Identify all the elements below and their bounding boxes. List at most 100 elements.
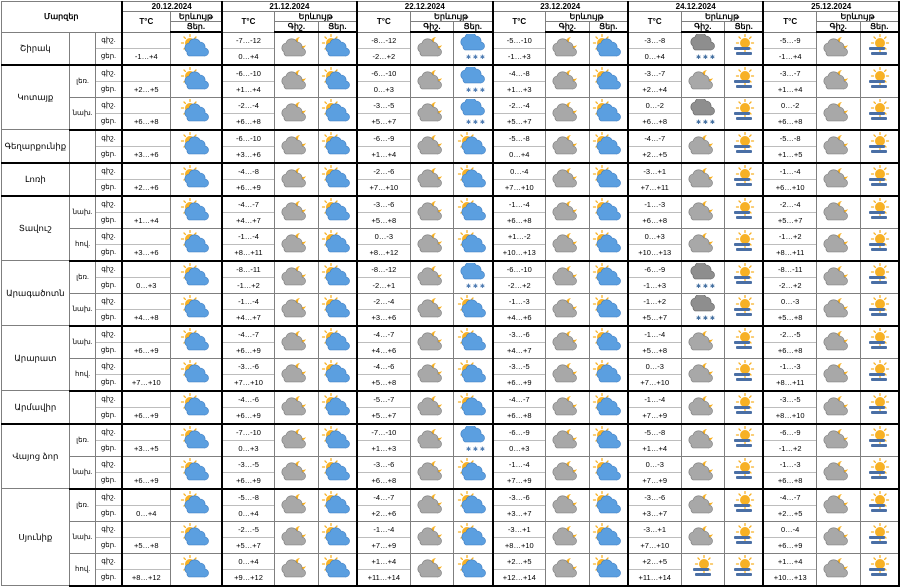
phenomenon-header: Երևույթ [274, 11, 359, 22]
night-temperature: -5…-10 [493, 33, 545, 49]
day-temperature: +5…+8 [133, 540, 159, 550]
cloudy-night-icon [682, 132, 724, 161]
weather-cell [815, 31, 861, 66]
date-header: 24.12.2024 [627, 1, 765, 12]
cloudy-night-icon [276, 328, 318, 357]
weather-cell [588, 129, 629, 164]
temperature-cell: -3…-7 +1…+4 [762, 64, 817, 98]
weather-cell [815, 488, 861, 522]
sun-cloud-icon [319, 98, 355, 128]
sun-cloud-icon [319, 554, 355, 584]
svg-text:✱ ✱ ✱: ✱ ✱ ✱ [466, 87, 485, 94]
day-temperature: +6…+9 [777, 540, 803, 550]
weather-cell [815, 292, 861, 327]
svg-text:✱ ✱ ✱: ✱ ✱ ✱ [696, 54, 715, 61]
cloudy-night-icon [411, 458, 453, 487]
day-temperature: +3…+5 [133, 443, 159, 453]
day-temperature: +6…+9 [506, 377, 532, 387]
cloudy-night-icon [682, 67, 724, 96]
fog-sun-icon [861, 197, 897, 227]
day-temperature: +3…+6 [371, 312, 397, 322]
terrain-label: նախ. [68, 455, 97, 490]
cloudy-night-icon [817, 426, 859, 455]
terrain-label: լեռ. [68, 423, 97, 457]
sun-cloud-icon [590, 131, 626, 161]
weather-cell [409, 260, 455, 294]
night-temperature: 0…-3 [628, 457, 681, 473]
weather-cell [724, 520, 765, 554]
weather-cell [680, 129, 726, 164]
period-cell: գիշ. ցեր. [95, 423, 123, 457]
night-temperature: -4…-8 [493, 66, 545, 82]
temperature-cell: +2…+5 [121, 64, 172, 98]
snow-cloud-icon: ✱ ✱ ✱ [682, 98, 724, 128]
day-temperature: +8…+12 [369, 247, 399, 257]
weather-cell [170, 423, 223, 457]
weather-cell [409, 227, 455, 262]
day-temperature: +3…+6 [133, 149, 159, 159]
fog-sun-icon [861, 33, 897, 63]
temperature-cell: -5…-8 0…+4 [221, 488, 276, 522]
terrain-label: նախ. [68, 520, 97, 554]
temperature-cell: -5…-7 +5…+7 [356, 390, 411, 425]
phenomenon-header: Երևույթ [815, 11, 900, 22]
sun-cloud-icon [590, 294, 626, 324]
night-temperature: -4…-7 [628, 131, 681, 147]
svg-text:✱ ✱ ✱: ✱ ✱ ✱ [466, 283, 485, 290]
day-temperature: +7…+11 [640, 182, 669, 192]
fog-sun-icon [861, 262, 897, 292]
weather-cell: ✱ ✱ ✱ [680, 31, 726, 66]
weather-cell [317, 325, 359, 359]
day-temperature: +6…+8 [133, 116, 159, 126]
fog-sun-icon [861, 294, 897, 324]
weather-cell [274, 423, 319, 457]
day-period-label: ցեր. [100, 378, 117, 386]
terrain-label: հով. [68, 227, 97, 262]
night-temperature: -3…+1 [628, 522, 681, 538]
weather-cell [453, 488, 494, 522]
cloudy-night-icon [547, 198, 589, 227]
weather-cell [680, 552, 726, 587]
phenomenon-header: Երևույթ [680, 11, 765, 22]
cloudy-night-icon [682, 230, 724, 259]
weather-cell [170, 31, 223, 66]
night-temperature: -6…-9 [764, 425, 816, 441]
temperature-cell: +5…+8 [121, 520, 172, 554]
night-temperature: -6…-10 [222, 66, 274, 82]
night-period-label: գիշ. [96, 262, 120, 278]
night-temperature: +2…+5 [628, 554, 681, 570]
night-temperature: 0…-4 [764, 522, 816, 538]
night-header: Գիշ. [545, 21, 590, 33]
sun-cloud-icon [455, 131, 491, 161]
night-temperature: +1…+4 [764, 554, 816, 570]
temperature-cell: +6…+9 [121, 390, 172, 425]
region-name: Շիրակ [1, 31, 70, 66]
sun-cloud-icon [172, 229, 220, 259]
day-temperature: +2…+5 [777, 508, 803, 518]
night-temperature [122, 425, 170, 441]
cloudy-night-icon [547, 523, 589, 552]
temperature-cell: -2…-4 +3…+6 [356, 292, 411, 327]
weather-cell [724, 129, 765, 164]
night-header: Գիշ. [680, 21, 726, 33]
night-temperature: -7…-12 [222, 33, 274, 49]
cloudy-night-icon [411, 328, 453, 357]
weather-cell [588, 520, 629, 554]
day-temperature: +12…+14 [502, 572, 536, 582]
night-temperature: -3…-6 [628, 490, 681, 506]
day-temperature: +8…+10 [775, 410, 805, 420]
weather-cell [680, 162, 726, 197]
day-period-label: ցեր. [100, 541, 117, 549]
night-period-label: գիշ. [96, 392, 120, 408]
temperature-cell: -6…-9 -1…+2 [762, 423, 817, 457]
temp-header: T°C [356, 11, 411, 33]
night-temperature: -4…-8 [222, 164, 274, 180]
weather-cell [409, 195, 455, 229]
day-temperature: +3…+7 [642, 508, 668, 518]
sun-cloud-icon [319, 229, 355, 259]
period-cell: գիշ. ցեր. [95, 31, 123, 66]
terrain-label: նախ. [68, 195, 97, 229]
fog-sun-icon [682, 554, 724, 584]
fog-sun-icon [726, 490, 762, 520]
cloudy-night-icon [817, 165, 859, 194]
